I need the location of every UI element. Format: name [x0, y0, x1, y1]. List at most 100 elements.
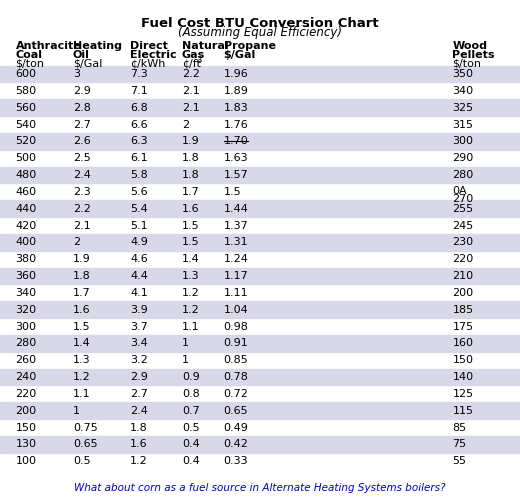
Text: 0.4: 0.4: [182, 456, 200, 466]
Text: 1.6: 1.6: [182, 204, 200, 214]
Text: 2.4: 2.4: [130, 406, 148, 415]
Text: 2.1: 2.1: [182, 86, 200, 96]
Text: ¢/ft: ¢/ft: [182, 59, 201, 69]
Text: 100: 100: [16, 456, 36, 466]
Text: 325: 325: [452, 103, 474, 113]
Text: 2.6: 2.6: [73, 136, 90, 146]
Text: 5.4: 5.4: [130, 204, 148, 214]
Text: 7.3: 7.3: [130, 69, 148, 79]
Text: 2.1: 2.1: [182, 103, 200, 113]
Text: 320: 320: [16, 305, 37, 315]
Text: 1.7: 1.7: [73, 288, 90, 298]
Text: 350: 350: [452, 69, 473, 79]
Text: 1.5: 1.5: [182, 221, 200, 231]
Text: (Assuming Equal Efficiency): (Assuming Equal Efficiency): [178, 26, 342, 39]
Text: 1.8: 1.8: [182, 153, 200, 163]
Text: 1.96: 1.96: [224, 69, 249, 79]
Text: 300: 300: [16, 322, 36, 331]
Text: 1.24: 1.24: [224, 254, 249, 264]
Text: $/Gal: $/Gal: [224, 50, 256, 60]
Text: 440: 440: [16, 204, 37, 214]
Text: 4.9: 4.9: [130, 238, 148, 248]
Text: 1.6: 1.6: [130, 439, 148, 449]
Text: 1.4: 1.4: [73, 338, 90, 348]
Text: 3.4: 3.4: [130, 338, 148, 348]
Text: 0.5: 0.5: [73, 456, 90, 466]
Text: 300: 300: [452, 136, 473, 146]
Text: 2.3: 2.3: [73, 187, 90, 197]
Text: Propane: Propane: [224, 41, 276, 51]
Text: 1.2: 1.2: [73, 372, 90, 382]
Text: 4.6: 4.6: [130, 254, 148, 264]
Text: 4.4: 4.4: [130, 271, 148, 281]
Text: 1.2: 1.2: [182, 288, 200, 298]
Text: 0.78: 0.78: [224, 372, 249, 382]
Text: 1.83: 1.83: [224, 103, 249, 113]
Text: 0A: 0A: [452, 186, 467, 196]
Text: 140: 140: [452, 372, 474, 382]
Text: 260: 260: [16, 355, 37, 365]
Text: 2.4: 2.4: [73, 170, 90, 180]
Text: 6.8: 6.8: [130, 103, 148, 113]
Text: 75: 75: [452, 439, 466, 449]
Text: 1.3: 1.3: [73, 355, 90, 365]
Text: 2.7: 2.7: [130, 389, 148, 399]
Text: 1.63: 1.63: [224, 153, 248, 163]
Text: 280: 280: [452, 170, 474, 180]
Text: 175: 175: [452, 322, 474, 331]
Text: 2.8: 2.8: [73, 103, 90, 113]
Text: 0.4: 0.4: [182, 439, 200, 449]
Text: 1.2: 1.2: [130, 456, 148, 466]
Text: Pellets: Pellets: [452, 50, 495, 60]
Text: Coal: Coal: [16, 50, 43, 60]
Text: 2.2: 2.2: [73, 204, 90, 214]
Text: 460: 460: [16, 187, 37, 197]
Text: Direct: Direct: [130, 41, 168, 51]
Text: 1.76: 1.76: [224, 120, 249, 130]
Text: 340: 340: [16, 288, 37, 298]
Text: 6.3: 6.3: [130, 136, 148, 146]
Text: 360: 360: [16, 271, 36, 281]
Text: 3.9: 3.9: [130, 305, 148, 315]
Text: 1.4: 1.4: [182, 254, 200, 264]
Text: 230: 230: [452, 238, 474, 248]
Text: 0.75: 0.75: [73, 422, 98, 432]
Text: 540: 540: [16, 120, 37, 130]
Text: 220: 220: [16, 389, 37, 399]
Text: 7.1: 7.1: [130, 86, 148, 96]
Text: $/ton: $/ton: [452, 59, 482, 69]
Text: 2.1: 2.1: [73, 221, 90, 231]
Text: 0.7: 0.7: [182, 406, 200, 415]
Text: 420: 420: [16, 221, 37, 231]
Text: 500: 500: [16, 153, 36, 163]
Text: $/Gal: $/Gal: [73, 59, 102, 69]
Text: 2.7: 2.7: [73, 120, 90, 130]
Text: 400: 400: [16, 238, 37, 248]
Text: 1.6: 1.6: [73, 305, 90, 315]
Text: 1.2: 1.2: [182, 305, 200, 315]
Text: Natural: Natural: [182, 41, 229, 51]
Text: 1.5: 1.5: [182, 238, 200, 248]
Text: 5.6: 5.6: [130, 187, 148, 197]
Text: 85: 85: [452, 422, 466, 432]
Text: 1.8: 1.8: [130, 422, 148, 432]
Text: 1.5: 1.5: [224, 187, 241, 197]
Text: 480: 480: [16, 170, 37, 180]
Text: 1.8: 1.8: [182, 170, 200, 180]
Text: 1.5: 1.5: [73, 322, 90, 331]
Text: 200: 200: [16, 406, 37, 415]
Text: 0.98: 0.98: [224, 322, 249, 331]
Text: 150: 150: [16, 422, 36, 432]
Text: 0.5: 0.5: [182, 422, 200, 432]
Text: 255: 255: [452, 204, 474, 214]
Text: 210: 210: [452, 271, 474, 281]
Text: 340: 340: [452, 86, 474, 96]
Text: 1.9: 1.9: [73, 254, 90, 264]
Text: 0.72: 0.72: [224, 389, 249, 399]
Text: 3.2: 3.2: [130, 355, 148, 365]
Text: 125: 125: [452, 389, 474, 399]
Text: 1.31: 1.31: [224, 238, 248, 248]
Text: 560: 560: [16, 103, 36, 113]
Text: 1.9: 1.9: [182, 136, 200, 146]
Text: 0.9: 0.9: [182, 372, 200, 382]
